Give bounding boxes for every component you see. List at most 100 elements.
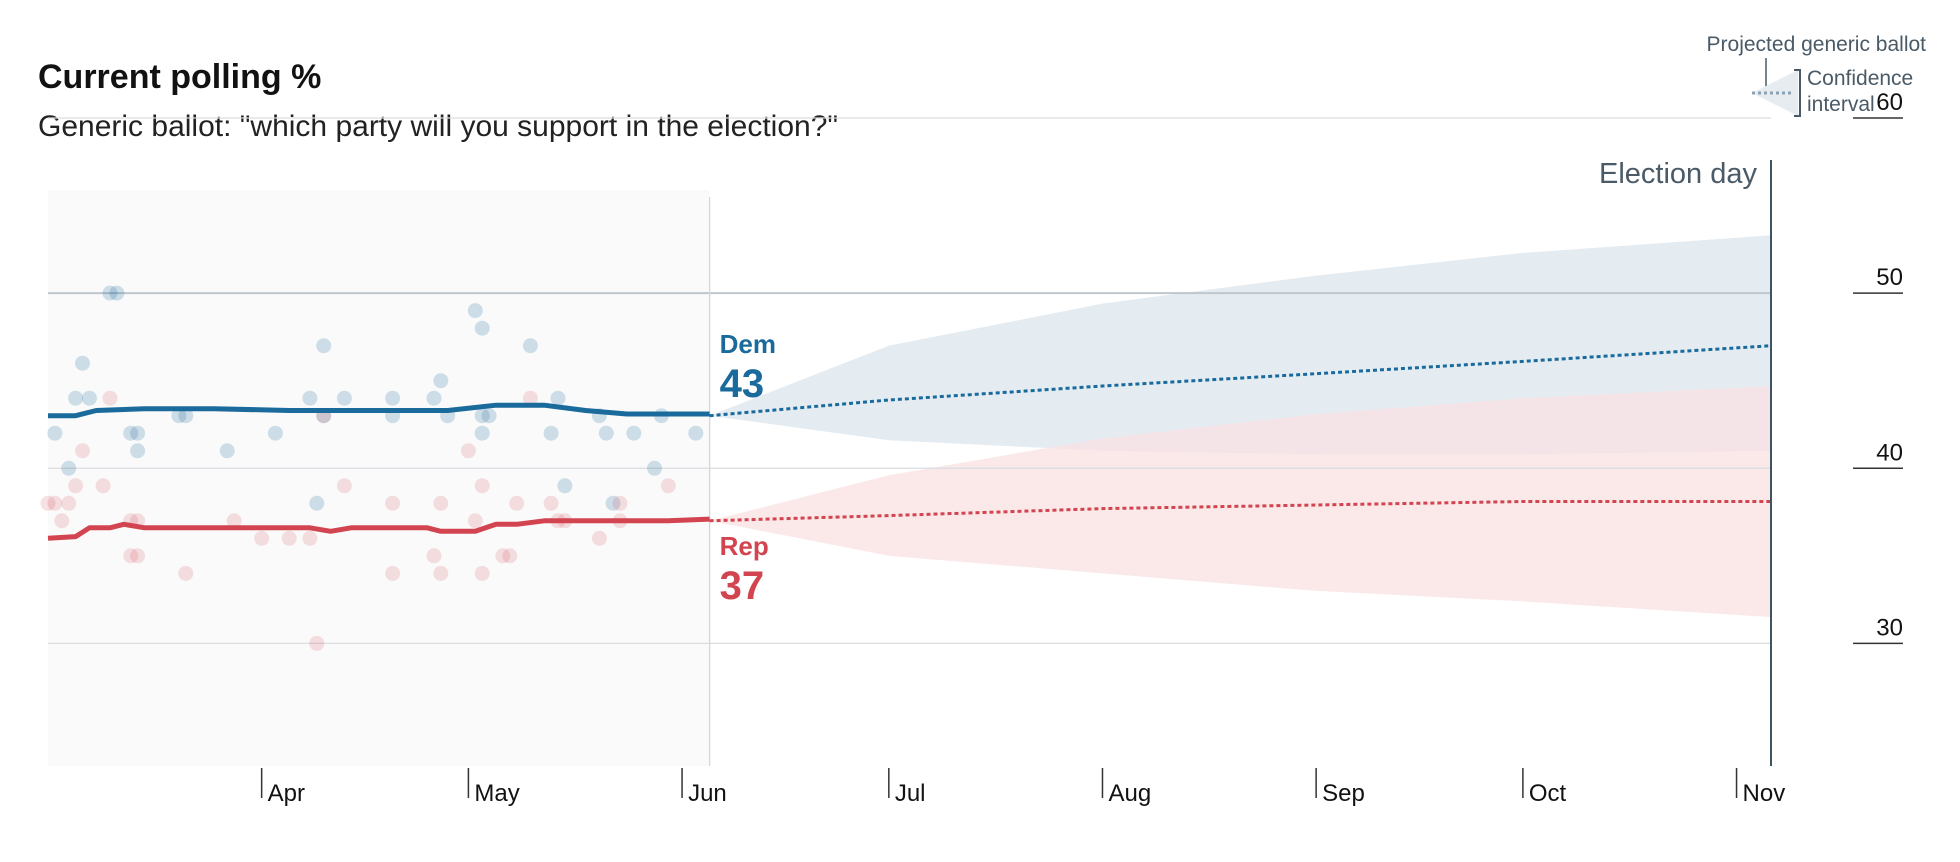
dem-poll-point [550, 390, 566, 406]
y-tick-label-40: 40 [1876, 439, 1903, 466]
rep-poll-point [75, 443, 90, 459]
dem-poll-point [688, 425, 704, 441]
dem-series-label: Dem [720, 329, 776, 359]
rep-poll-point [47, 495, 63, 511]
rep-poll-point [509, 495, 525, 511]
dem-poll-point [647, 460, 662, 476]
rep-poll-point [254, 530, 270, 546]
dem-poll-point [219, 443, 235, 459]
y-tick-label-60: 60 [1876, 89, 1903, 116]
dem-poll-point [474, 425, 490, 441]
dem-poll-point [557, 478, 573, 494]
dem-poll-point [81, 390, 97, 406]
rep-poll-point [178, 565, 194, 581]
rep-projection-line [709, 500, 1771, 523]
dem-poll-point [267, 425, 283, 441]
rep-poll-point [385, 565, 401, 581]
dem-current-value: 43 [720, 362, 765, 406]
dem-poll-point [474, 320, 490, 336]
dem-poll-point [102, 285, 118, 301]
legend: Projected generic ballot Confidence inte… [1707, 33, 1927, 117]
rep-poll-point [40, 495, 56, 511]
legend-ci-bracket [1794, 69, 1801, 117]
rep-poll-point [302, 530, 318, 546]
rep-poll-point [309, 635, 325, 651]
dem-poll-point [426, 390, 442, 406]
chart-title: Current polling % [38, 58, 322, 96]
x-tick-label-nov: Nov [1743, 780, 1786, 807]
trend-lines [47, 344, 1772, 541]
legend-ci-swatch [1752, 70, 1798, 116]
legend-ci-label-line1: Confidence [1807, 67, 1913, 90]
x-axis: Apr May Jun Jul Aug Sep Oct Nov [260, 768, 1786, 807]
dem-poll-point [47, 425, 63, 441]
rep-poll-point [522, 390, 538, 406]
rep-poll-point [102, 390, 118, 406]
dem-poll-point [68, 390, 84, 406]
rep-poll-point [426, 548, 442, 564]
dem-poll-point [130, 425, 146, 441]
dem-poll-point [75, 355, 90, 371]
rep-poll-point [474, 565, 490, 581]
gridlines [48, 117, 1771, 645]
rep-poll-point [226, 513, 242, 529]
rep-series-label: Rep [720, 531, 769, 561]
x-tick-label-jun: Jun [688, 780, 727, 807]
election-day-label: Election day [1599, 158, 1757, 190]
dem-projection-line [709, 344, 1772, 418]
rep-poll-point [591, 530, 607, 546]
dem-poll-point [481, 408, 497, 424]
rep-poll-point [281, 530, 297, 546]
dem-poll-point [109, 285, 125, 301]
rep-trend-line [47, 516, 710, 541]
rep-poll-point [612, 495, 628, 511]
dem-poll-point [302, 390, 318, 406]
rep-poll-point [336, 478, 352, 494]
rep-poll-point [130, 548, 146, 564]
x-tick-label-aug: Aug [1108, 780, 1151, 807]
rep-poll-point [433, 565, 449, 581]
past-period-background [48, 190, 710, 766]
dem-poll-point [309, 495, 325, 511]
chart-subtitle: Generic ballot: "which party will you su… [38, 110, 839, 143]
y-axis: 30 40 50 60 [1853, 89, 1903, 645]
rep-poll-point [460, 443, 476, 459]
rep-poll-point [61, 495, 77, 511]
rep-poll-point [474, 478, 490, 494]
rep-poll-point [660, 478, 676, 494]
dem-poll-point [543, 425, 559, 441]
x-tick-label-oct: Oct [1529, 780, 1567, 807]
dem-poll-point [433, 373, 449, 389]
x-tick-label-sep: Sep [1322, 780, 1365, 807]
dem-poll-point [316, 338, 332, 354]
dem-poll-point [178, 408, 194, 424]
legend-projected-label: Projected generic ballot [1707, 33, 1927, 56]
rep-poll-point [385, 495, 401, 511]
rep-confidence-band [709, 386, 1771, 618]
y-tick-label-30: 30 [1876, 614, 1903, 641]
dem-poll-point [385, 390, 401, 406]
x-tick-label-apr: Apr [268, 780, 305, 807]
dem-poll-point [474, 408, 490, 424]
rep-poll-point [68, 478, 84, 494]
x-tick-label-jul: Jul [895, 780, 926, 807]
dem-poll-point [123, 425, 139, 441]
rep-poll-point [54, 513, 70, 529]
dem-poll-point [61, 460, 77, 476]
dem-trend-line [48, 402, 710, 419]
dem-poll-point [598, 425, 614, 441]
rep-poll-point [123, 548, 139, 564]
confidence-bands [709, 235, 1771, 618]
x-tick-label-may: May [474, 780, 519, 807]
rep-poll-point [543, 495, 559, 511]
rep-poll-point [502, 548, 518, 564]
dem-poll-point [130, 443, 146, 459]
dem-poll-point [171, 408, 187, 424]
rep-poll-point [433, 495, 449, 511]
legend-ci-label-line2: interval [1807, 93, 1875, 116]
dem-poll-point [336, 390, 352, 406]
dem-poll-point [605, 495, 621, 511]
dem-poll-point [522, 338, 538, 354]
